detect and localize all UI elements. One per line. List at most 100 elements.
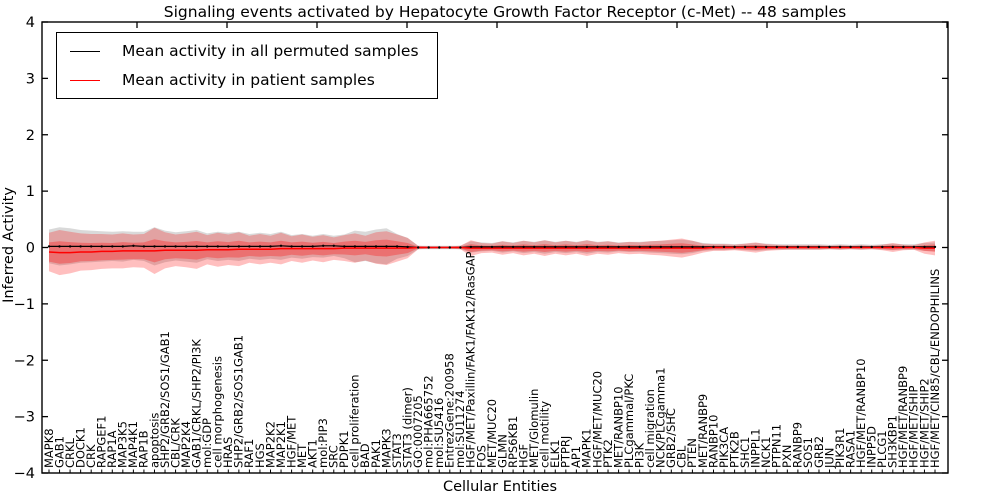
x-tick-label: PTEN [685,438,699,468]
x-tick-label: cell proliferation [348,374,362,468]
x-tick-label: STAT3 [390,433,404,468]
permuted-dot [132,244,135,247]
patient-line-swatch [70,79,100,81]
x-tick-label: MAP2K1 [274,421,288,468]
permuted-dot [290,245,293,248]
permuted-dot [722,245,726,249]
permuted-dot [406,245,409,249]
permuted-dot [153,245,156,248]
permuted-dot [585,245,589,249]
permuted-dot [659,245,662,249]
y-tick-label: 2 [26,128,35,144]
x-tick-label: SHP2/GRB2/SOS1/GAB1 [158,331,172,468]
y-tick-label: −4 [14,466,35,482]
x-tick-label: CRKL [63,437,77,468]
x-tick-label: ELK1 [548,439,562,468]
permuted-dot [617,245,620,249]
legend-label-permuted: Mean activity in all permuted samples [122,42,419,60]
permuted-dot [881,245,884,249]
x-tick-label: mol:PIP3 [316,418,330,468]
permuted-dot [923,245,926,249]
x-tick-label: MET/MUC20 [485,399,499,468]
permuted-dot [174,245,177,248]
permuted-dot [142,245,146,248]
x-tick-label: PI3K [632,442,646,468]
x-tick-label: PDPK1 [337,430,351,468]
permuted-dot [47,245,51,248]
x-tick-label: PXN [780,445,794,468]
x-tick-label: PIK3R1 [833,428,847,469]
x-tick-label: PTPN11 [770,424,784,468]
permuted-dot [195,245,198,248]
x-tick-label: CBL [675,445,689,468]
permuted-dot [68,245,72,248]
x-tick-label: RAP1A [105,430,119,468]
x-tick-label: EntrezGene:200958 [443,353,457,468]
x-tick-label: mol:GDP [200,418,214,468]
permuted-dot [79,245,82,248]
x-tick-label: mol:PHA665752 [422,375,436,468]
permuted-dot [649,245,652,249]
x-tick-label: NCK/PLCgamma1 [654,367,668,468]
chart-title: Signaling events activated by Hepatocyte… [163,3,847,21]
x-tick-label: RASA1 [843,430,857,468]
permuted-dot [332,244,335,247]
x-tick-label: cell motility [538,401,552,468]
x-tick-label: HGF/MET/RANBP9 [896,366,910,468]
x-tick-label: MET/Glomulin [527,389,541,468]
permuted-dot [554,245,557,249]
permuted-dot [353,245,357,248]
x-tick-label: JUN [822,448,836,469]
y-tick-label: 4 [26,15,35,31]
permuted-dot [754,245,757,249]
permuted-dot [258,245,262,248]
permuted-dot [311,245,314,248]
permuted-dot [237,245,241,248]
x-tick-label: RAP1B [137,430,151,468]
permuted-dot [891,245,894,249]
permuted-dot [849,245,852,249]
x-tick-label: SRC [327,445,341,468]
x-axis-label: Cellular Entities [442,479,558,495]
permuted-dot [807,245,810,249]
permuted-dot [596,245,599,249]
legend-item-permuted: Mean activity in all permuted samples [70,42,419,60]
x-tick-label: SHP2/GRB2/SOS1GAB1 [232,335,246,468]
y-tick-label: −3 [14,410,35,426]
permuted-dots [47,244,937,249]
permuted-dot [417,246,420,249]
permuted-dot [100,245,103,248]
x-tick-label: GAB1 [52,436,66,468]
legend-item-patient: Mean activity in patient samples [70,71,419,89]
permuted-dot [227,245,230,248]
x-tick-label: GAB1/CRKL/SHP2/PI3K [189,339,203,468]
permuted-dot [438,246,441,249]
x-tick-label: PTK2 [601,439,615,468]
x-tick-label: INPP5D [865,426,879,468]
x-tick-label: HGS [253,443,267,468]
permuted-dot [838,245,842,249]
permuted-dot [817,245,821,249]
x-tick-label: RPS6KB1 [506,416,520,468]
permuted-dot [427,246,430,249]
permuted-dot [701,245,705,249]
x-tick-label: MAP2K4 [179,421,193,468]
permuted-dot [216,245,219,248]
x-tick-label: AP1 [569,446,583,468]
x-tick-label: HGF/MET/SHIP2 [917,378,931,468]
x-tick-label: SH3KBP1 [886,415,900,468]
permuted-dot [828,245,831,249]
permuted-dot [638,245,641,249]
x-tick-label: apoptosis [147,413,161,468]
permuted-dot [786,245,789,249]
permuted-dot [680,245,684,249]
permuted-dot [395,245,399,248]
permuted-dot [385,245,388,248]
permuted-dot [448,246,451,249]
x-tick-label: HGF/MET/SHIP [907,386,921,468]
permuted-dot [343,245,346,248]
y-tick-label: 3 [26,71,35,87]
permuted-dot [522,245,525,249]
